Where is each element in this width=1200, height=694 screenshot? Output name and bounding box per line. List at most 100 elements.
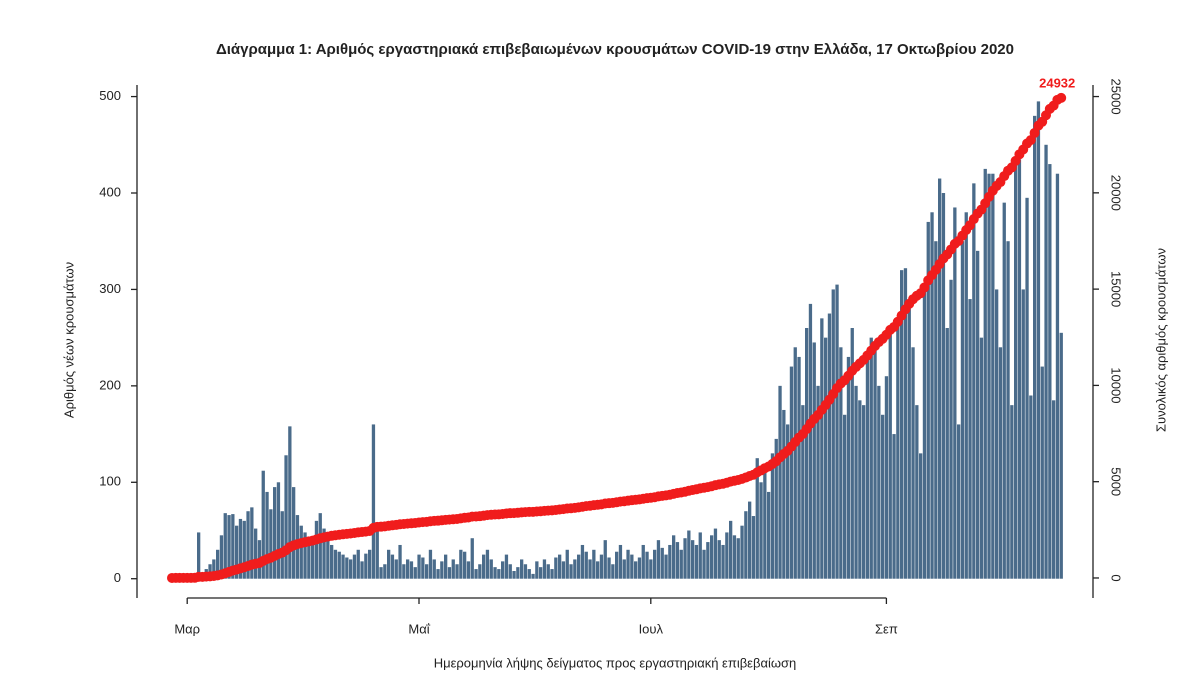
bar	[531, 573, 535, 579]
bar	[497, 569, 501, 579]
bar	[805, 328, 809, 579]
bar	[824, 337, 828, 579]
bar	[626, 549, 630, 579]
bar	[694, 544, 699, 579]
bar	[577, 554, 581, 579]
bar	[634, 561, 638, 579]
bar	[341, 554, 345, 579]
bar	[660, 547, 664, 579]
bar	[858, 400, 862, 579]
bar	[554, 557, 558, 579]
bar	[812, 342, 816, 579]
bar	[672, 535, 676, 579]
bar	[219, 535, 224, 579]
bar	[299, 525, 303, 579]
bar	[542, 559, 547, 579]
bar	[888, 332, 892, 579]
bar	[691, 540, 695, 579]
bar	[755, 458, 759, 579]
bar	[451, 559, 455, 579]
bar	[265, 491, 269, 579]
bar	[1040, 366, 1044, 579]
bar	[884, 376, 889, 579]
bar	[748, 501, 752, 579]
bar	[216, 549, 220, 579]
bar	[960, 241, 965, 579]
bar	[478, 564, 482, 579]
bar	[489, 559, 493, 579]
bar	[432, 559, 436, 579]
bar	[1017, 159, 1022, 579]
bar	[903, 268, 908, 579]
bar	[957, 424, 961, 579]
bar	[535, 561, 539, 579]
chart-title: Διάγραμμα 1: Αριθμός εργαστηριακά επιβεβ…	[216, 41, 1014, 58]
bar	[379, 567, 383, 579]
y-tick-label: 200	[99, 377, 121, 392]
bar	[618, 544, 623, 579]
bar	[710, 535, 714, 579]
bar	[493, 567, 497, 579]
bar	[877, 385, 881, 579]
bar	[919, 453, 923, 579]
bar	[865, 356, 870, 579]
bar	[314, 520, 319, 579]
bar	[558, 554, 562, 579]
bar	[1059, 332, 1063, 579]
bar	[702, 549, 706, 579]
y-tick-label: 0	[114, 570, 121, 585]
bar	[964, 212, 968, 579]
x-tick-label: Μαρ	[174, 621, 200, 636]
line-point	[1056, 92, 1067, 103]
bar	[326, 540, 330, 579]
bar	[926, 221, 930, 579]
y2-tick-label: 0	[1109, 574, 1124, 581]
bar	[649, 559, 653, 579]
bar	[767, 491, 771, 579]
bar	[523, 564, 528, 579]
x-tick-label: Ιουλ	[639, 621, 664, 636]
bar	[1021, 289, 1025, 579]
bar	[470, 538, 474, 579]
bar	[1025, 197, 1029, 579]
bar	[466, 561, 471, 579]
bar	[892, 434, 896, 579]
bar	[584, 551, 588, 579]
bar	[303, 532, 307, 579]
bar	[512, 571, 516, 579]
bar	[231, 514, 235, 579]
y2-tick-label: 25000	[1109, 78, 1124, 114]
bar	[280, 511, 284, 579]
bar	[539, 567, 543, 579]
bar	[763, 467, 767, 579]
bar	[808, 303, 813, 579]
bar	[561, 561, 566, 579]
bar	[463, 551, 467, 579]
bar	[998, 347, 1003, 579]
bar	[816, 385, 820, 579]
bar	[1044, 144, 1048, 579]
bar	[820, 318, 824, 579]
bar	[1036, 101, 1041, 579]
bar	[653, 549, 657, 579]
bar	[459, 549, 463, 579]
bar	[311, 542, 315, 579]
bar	[850, 328, 854, 579]
bar	[333, 549, 338, 579]
bar	[273, 487, 277, 579]
bar	[428, 549, 433, 579]
bar	[474, 569, 478, 579]
bar	[922, 289, 927, 579]
bar	[778, 385, 782, 579]
bar	[801, 405, 805, 579]
bar	[679, 549, 683, 579]
bar	[307, 538, 311, 579]
bar	[368, 549, 372, 579]
bar	[406, 559, 410, 579]
bar	[1014, 164, 1018, 579]
bar	[288, 426, 292, 579]
bar	[827, 313, 832, 579]
bar	[390, 554, 395, 579]
bar	[835, 284, 839, 579]
y-tick-label: 100	[99, 474, 121, 489]
